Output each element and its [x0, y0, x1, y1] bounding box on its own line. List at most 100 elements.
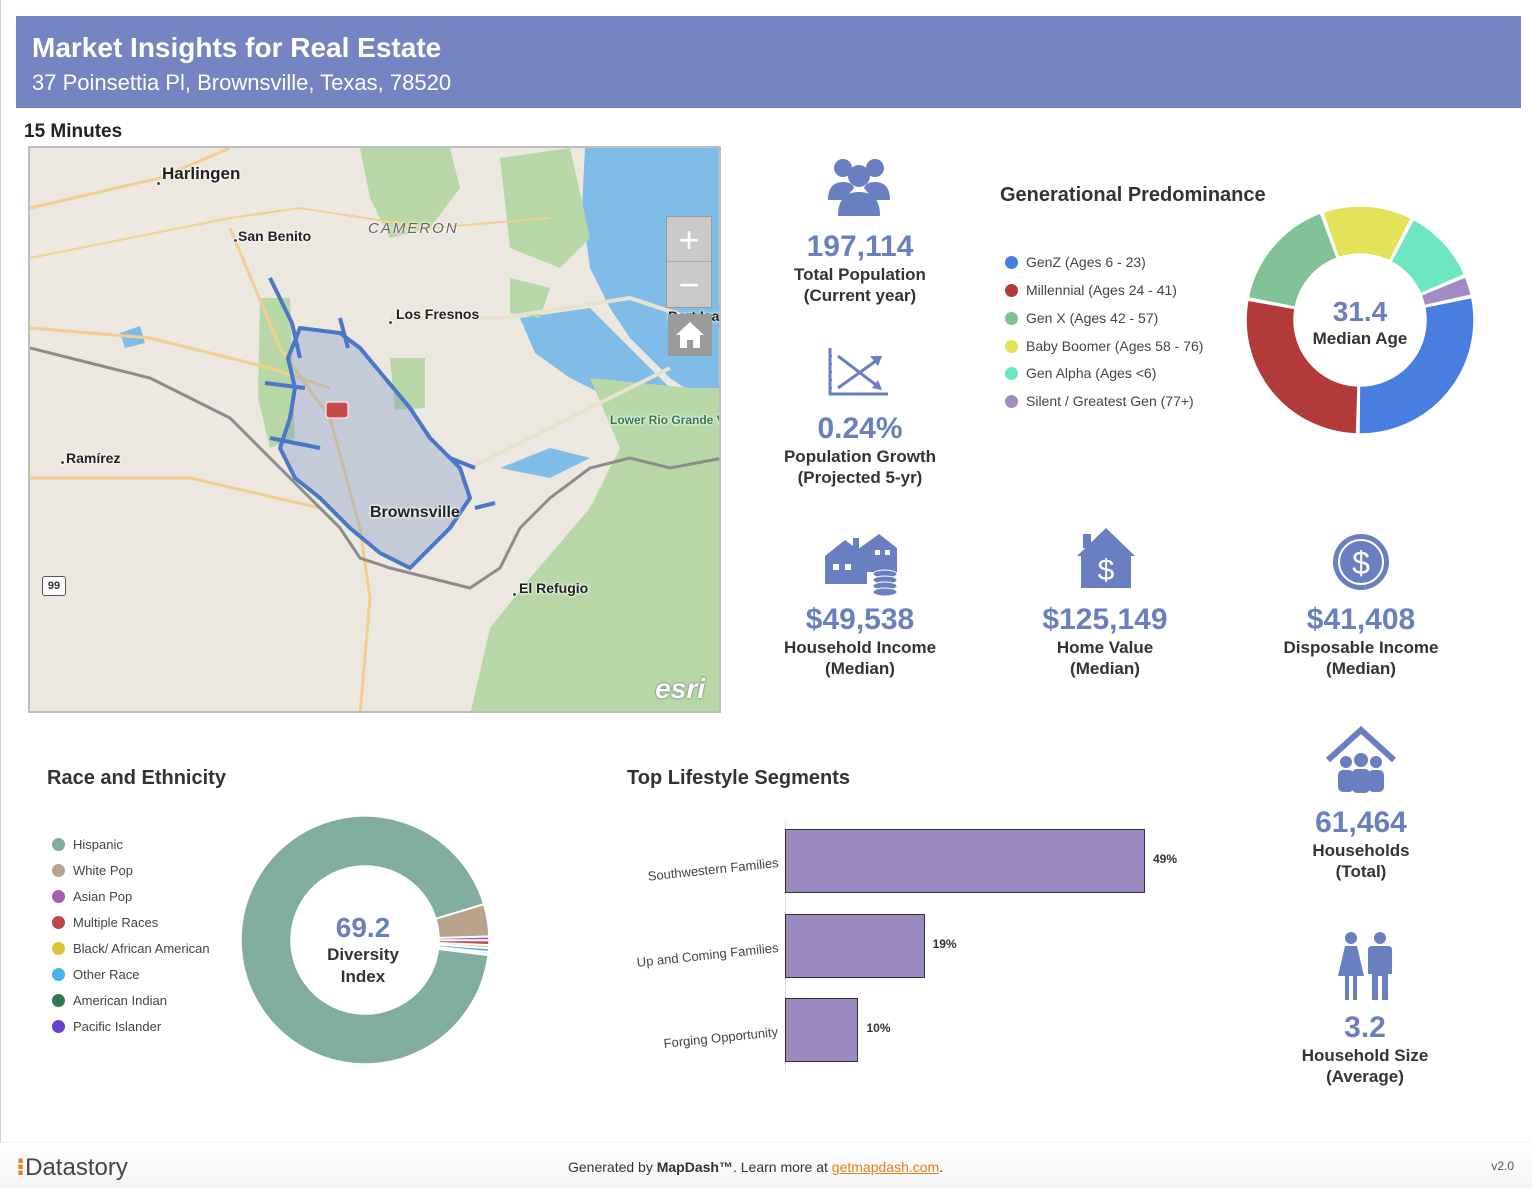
race-legend-item: Black/ African American — [52, 941, 210, 956]
lifestyle-bar[interactable] — [785, 914, 925, 978]
drive-time-label: 15 Minutes — [24, 121, 123, 142]
legend-label: Millennial (Ages 24 - 41) — [1026, 282, 1177, 298]
legend-label: Multiple Races — [73, 915, 159, 930]
generational-legend-item: GenZ (Ages 6 - 23) — [1005, 254, 1146, 270]
legend-label: Black/ African American — [73, 941, 210, 956]
report-address: 37 Poinsettia Pl, Brownsville, Texas, 78… — [32, 70, 452, 95]
stat-value: 61,464 — [1315, 806, 1407, 839]
generation-slice-gen-x-ages-42-57[interactable] — [1247, 212, 1339, 309]
stat-label: Disposable Income — [1283, 638, 1439, 657]
median-age-label: Median Age — [1312, 329, 1408, 348]
generation-slice-baby-boomer-ages-58-76[interactable] — [1321, 205, 1413, 263]
city-marker — [388, 320, 393, 325]
stat-home-value: $125,149 Home Value (Median) — [1005, 603, 1205, 679]
version-label: v2.0 — [1491, 1159, 1514, 1173]
city-marker — [233, 238, 238, 243]
stat-label: Household Income — [783, 638, 937, 657]
trend-chart-icon — [826, 348, 890, 403]
stat-label: Home Value — [1056, 638, 1154, 657]
stat-disposable-income: $41,408 Disposable Income (Median) — [1261, 603, 1461, 679]
legend-swatch — [52, 968, 65, 981]
diversity-index-label: Diversity — [327, 945, 399, 964]
map-label-el-refugio: El Refugio — [519, 580, 589, 596]
race-title: Race and Ethnicity — [47, 767, 226, 789]
zoom-in-button[interactable]: + — [667, 217, 711, 262]
city-marker — [512, 592, 517, 597]
map-label-san-benito: San Benito — [238, 228, 312, 244]
generated-brand: MapDash™ — [656, 1159, 733, 1175]
map-label-brownsville: Brownsville — [370, 504, 460, 521]
stat-sublabel: (Projected 5-yr) — [797, 468, 923, 487]
zoom-out-button[interactable]: − — [678, 264, 700, 305]
stat-sublabel: (Median) — [1326, 659, 1396, 678]
generational-center: 31.4 Median Age — [1300, 296, 1420, 350]
generation-slice-gen-alpha-ages-6[interactable] — [1389, 218, 1466, 295]
generated-prefix: Generated by — [568, 1159, 657, 1175]
home-icon — [676, 322, 704, 348]
getmapdash-link[interactable]: getmapdash.com — [831, 1159, 940, 1175]
legend-swatch — [1005, 367, 1018, 380]
race-legend-item: Other Race — [52, 967, 139, 982]
stat-sublabel: (Total) — [1335, 862, 1387, 881]
race-legend-item: Multiple Races — [52, 915, 158, 930]
diversity-index-value: 69.2 — [335, 912, 391, 943]
race-slice-asian-pop[interactable] — [438, 936, 490, 941]
legend-swatch — [52, 864, 65, 877]
legend-label: Gen X (Ages 42 - 57) — [1026, 310, 1159, 326]
generation-slice-silent-greatest-gen-77[interactable] — [1420, 275, 1473, 307]
dollar-coin-icon: $ — [1331, 532, 1391, 597]
map-label-los-fresnos: Los Fresnos — [396, 306, 480, 322]
legend-swatch — [1005, 312, 1018, 325]
legend-label: Asian Pop — [73, 889, 133, 904]
legend-swatch — [1005, 256, 1018, 269]
generation-slice-millennial-ages-24-41[interactable] — [1245, 299, 1359, 435]
legend-swatch — [52, 1020, 65, 1033]
city-marker — [156, 181, 161, 186]
stat-label: Household Size — [1301, 1046, 1429, 1065]
people-icon — [826, 154, 892, 223]
race-legend-item: Asian Pop — [52, 889, 132, 904]
lifestyle-bar-value: 19% — [932, 937, 957, 951]
trade-area-map[interactable]: Harlingen San Benito CAMERON Los Fresnos… — [28, 146, 721, 713]
generational-title: Generational Predominance — [1000, 184, 1266, 206]
race-slice-hispanic[interactable] — [240, 815, 489, 1065]
stat-value: $41,408 — [1306, 603, 1416, 636]
race-legend-item: American Indian — [52, 993, 167, 1008]
stat-household-size: 3.2 Household Size (Average) — [1265, 1011, 1465, 1087]
diversity-index-label: Index — [340, 967, 386, 986]
stat-value: 3.2 — [1344, 1011, 1386, 1044]
legend-swatch — [1005, 340, 1018, 353]
stat-label: Households — [1312, 841, 1410, 860]
stat-label: Total Population — [794, 265, 926, 284]
map-label-refuge: Lower Rio Grande Valley National Wildlif… — [610, 413, 719, 427]
zoom-control: + − — [666, 216, 712, 308]
couple-icon — [1337, 932, 1395, 1007]
legend-swatch — [52, 890, 65, 903]
legend-swatch — [1005, 284, 1018, 297]
esri-logo: esri — [655, 673, 705, 704]
city-marker — [60, 460, 65, 465]
legend-swatch — [1005, 395, 1018, 408]
lifestyle-bar-value: 49% — [1153, 852, 1178, 866]
brand-name: Datastory — [25, 1154, 128, 1181]
legend-label: Other Race — [73, 967, 140, 982]
stat-sublabel: (Median) — [1070, 659, 1140, 678]
lifestyle-bar[interactable] — [785, 998, 859, 1062]
stat-sublabel: (Median) — [825, 659, 895, 678]
houses-coins-icon — [823, 530, 899, 601]
map-basemap — [30, 148, 719, 711]
lifestyle-title: Top Lifestyle Segments — [627, 767, 851, 789]
stat-label: Population Growth — [783, 447, 937, 466]
generational-donut-chart — [1245, 205, 1475, 435]
stat-value: 197,114 — [806, 230, 914, 263]
stat-household-income: $49,538 Household Income (Median) — [760, 603, 960, 679]
report-footer: ⁝Datastory Generated by MapDash™. Learn … — [0, 1142, 1532, 1188]
datastory-logo[interactable]: ⁝Datastory — [16, 1153, 128, 1182]
home-button[interactable] — [668, 314, 712, 356]
legend-label: Gen Alpha (Ages <6) — [1026, 365, 1157, 381]
legend-label: Hispanic — [73, 837, 123, 852]
race-slice-pacific-islander[interactable] — [437, 947, 489, 956]
legend-swatch — [52, 994, 65, 1007]
generation-slice-genz-ages-6-23[interactable] — [1358, 296, 1475, 435]
lifestyle-bar[interactable] — [785, 829, 1145, 893]
